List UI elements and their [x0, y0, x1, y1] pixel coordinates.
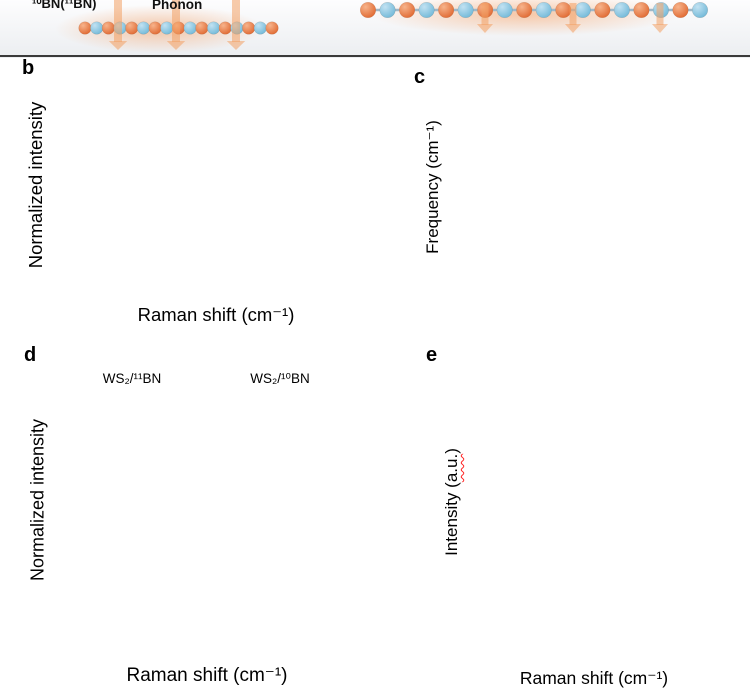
panel-letter-b: b: [22, 57, 35, 79]
phonon-arrow: [108, 0, 128, 50]
atom-chains-graphic: [55, 0, 709, 53]
panel-d-title-ws2-10bn: WS₂/¹⁰BN: [250, 371, 310, 386]
panel-letter-e: e: [426, 344, 438, 366]
phonon-label: Phonon: [152, 0, 203, 12]
panel-b-xlabel: Raman shift (cm⁻¹): [137, 304, 295, 325]
panel-letter-d: d: [24, 344, 37, 366]
phonon-arrow: [476, 3, 494, 33]
isotope-bn-label: ¹⁰BN(¹¹BN): [32, 0, 97, 11]
panel-e-ylabel: Intensity (a.u.): [442, 448, 462, 556]
panel-e-ylabel-prefix: Intensity (: [442, 482, 461, 556]
panel-b-ylabel: Normalized intensity: [25, 101, 46, 269]
panel-d-ylabel: Normalized intensity: [27, 418, 48, 582]
panel-c-ylabel: Frequency (cm⁻¹): [423, 120, 442, 254]
panel-e-ylabel-suffix: ): [442, 448, 461, 454]
phonon-arrow: [166, 0, 186, 50]
panel-letter-c: c: [414, 66, 426, 88]
panel-e-ylabel-au: a.u.: [442, 453, 461, 483]
panel-d-xlabel: Raman shift (cm⁻¹): [126, 665, 288, 686]
panel-d-title-ws2-11bn: WS₂/¹¹BN: [102, 371, 162, 386]
phonon-arrow: [226, 0, 246, 50]
illustration-divider-line: [0, 55, 750, 57]
phonon-arrow: [564, 3, 582, 33]
panel-e-xlabel: Raman shift (cm⁻¹): [519, 668, 669, 688]
phonon-arrow: [651, 3, 669, 33]
